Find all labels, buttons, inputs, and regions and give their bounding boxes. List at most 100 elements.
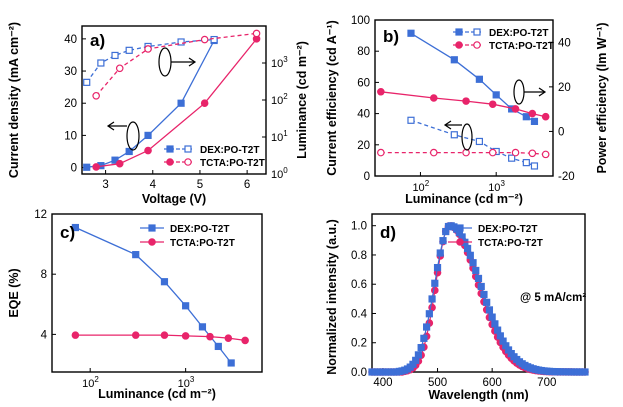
y-tick-label: 30 xyxy=(64,66,77,78)
series-a-3-point-2 xyxy=(144,45,152,53)
legend-label-1: TCTA:PO-T2T xyxy=(200,158,265,169)
x-tick-label: 500 xyxy=(428,377,447,389)
series-d-0-point xyxy=(463,244,472,253)
y-axis-title: EQE (%) xyxy=(7,268,21,317)
tick-base: 10 xyxy=(82,378,94,390)
x-tick-label: 5 xyxy=(197,179,203,191)
legend-label-0: DEX:PO-T2T xyxy=(200,145,259,156)
annotation-ellipse xyxy=(461,123,473,151)
series-b-2-line xyxy=(380,91,546,118)
series-a-0-point-5 xyxy=(177,99,185,107)
series-a-0-point-4 xyxy=(144,131,152,139)
tick-exponent: 2 xyxy=(94,375,99,384)
series-d-0-point xyxy=(480,290,488,299)
y-tick-label: 0.4 xyxy=(351,308,368,320)
panel-label: c) xyxy=(60,223,75,242)
left-axis-arrow xyxy=(106,121,127,131)
x-tick-label: 400 xyxy=(373,377,392,389)
x-tick-label: 700 xyxy=(537,377,556,389)
series-b-1-point-4 xyxy=(508,154,516,162)
series-a-3-point-1 xyxy=(115,64,124,73)
tick-base: 10 xyxy=(271,95,283,107)
x-axis-title: Wavelength (nm) xyxy=(428,388,528,402)
series-b-0-point-3 xyxy=(492,91,500,99)
series-d-0-point xyxy=(431,279,439,287)
series-b-2-point-2 xyxy=(462,97,470,105)
x-tick-label: 102 xyxy=(412,179,429,194)
plot-frame xyxy=(51,213,263,373)
legend-marker-open-0 xyxy=(473,28,481,36)
series-c-1-point-2 xyxy=(160,331,169,339)
series-d-0-point xyxy=(469,259,477,267)
series-b-1-point-1 xyxy=(450,131,458,139)
series-d-0-point xyxy=(581,368,589,376)
series-a-0-point-3 xyxy=(125,147,133,156)
annotation-ellipse xyxy=(126,121,140,151)
legend-marker-filled-1 xyxy=(166,158,174,166)
tick-exponent: 1 xyxy=(283,129,288,138)
y2-tick-label: 100 xyxy=(271,166,288,181)
panel-d: 400 500 600 700 0.0 0.2 0.4 0.6 0.8 1.0 DEX:PO-T2T… xyxy=(325,213,589,402)
legend-marker-filled-1 xyxy=(455,41,463,49)
series-a-1-point-3 xyxy=(125,46,133,54)
series-a-1-point-6 xyxy=(210,35,218,44)
series-d-0-point xyxy=(472,266,480,275)
series-d-0-point xyxy=(414,351,423,359)
series-c-1-line xyxy=(75,334,246,342)
series-a-1-point-2 xyxy=(111,51,119,60)
series-b-1-line xyxy=(410,119,535,167)
y-tick-label: 0.6 xyxy=(351,279,367,291)
y2-tick-label: 103 xyxy=(271,55,288,70)
annotation-ellipse xyxy=(158,47,172,77)
series-a-0-point-0 xyxy=(83,163,91,171)
series-d-0-point xyxy=(436,249,444,257)
x-tick-label: 4 xyxy=(150,179,157,191)
series-c-0-point-3 xyxy=(182,302,190,310)
series-b-2-point-6 xyxy=(541,112,550,121)
series-a-2-point-2 xyxy=(144,146,152,155)
right-axis-arrow xyxy=(171,57,197,67)
series-a-1-point-0 xyxy=(83,78,91,86)
y-tick-label: 40 xyxy=(357,109,370,121)
x-tick-label: 103 xyxy=(178,375,195,390)
series-d-0-point xyxy=(477,282,485,291)
y2-tick-label: 40 xyxy=(558,37,571,49)
x-tick-label: 103 xyxy=(488,179,505,194)
plot-frame xyxy=(374,19,554,177)
series-d-0-point xyxy=(483,298,491,306)
legend-marker-filled-0 xyxy=(166,145,174,153)
series-a-1-point-1 xyxy=(97,59,105,67)
y2-tick-label: 101 xyxy=(271,129,288,144)
series-b-2-point-3 xyxy=(488,100,497,109)
y2-tick-label: 0 xyxy=(558,126,564,138)
series-b-1-point-0 xyxy=(407,116,415,124)
legend-label-0: DEX:PO-T2T xyxy=(489,28,548,39)
tick-base: 10 xyxy=(271,132,283,144)
panel-c: 102 1034812DEX:PO-T2TTCTA:PO-T2Tc)Luminan… xyxy=(7,209,263,401)
y-tick-label: 4 xyxy=(41,329,48,341)
y-tick-label: 0 xyxy=(71,163,77,175)
tick-exponent: 0 xyxy=(283,166,288,175)
panel-a: 3 4 5 6010203040100101102103DEX:PO-T2TTCTA:… xyxy=(7,22,309,206)
series-c-1-point-4 xyxy=(206,332,214,341)
tick-exponent: 3 xyxy=(283,55,288,64)
series-a-2-point-1 xyxy=(115,159,124,168)
series-d-0-point xyxy=(485,306,494,314)
y-tick-label: 0 xyxy=(364,171,370,183)
legend-marker-open-1 xyxy=(473,41,481,49)
series-c-0-point-6 xyxy=(227,359,235,367)
series-b-1-point-6 xyxy=(530,162,539,170)
legend-marker-0 xyxy=(148,224,156,232)
series-b-2-point-5 xyxy=(528,109,537,118)
series-a-3-point-0 xyxy=(92,91,100,100)
legend-label-1: TCTA:PO-T2T xyxy=(478,238,543,249)
tick-base: 10 xyxy=(412,182,424,194)
y-tick-label: 0.2 xyxy=(351,338,367,350)
series-a-0-point-2 xyxy=(111,156,119,164)
legend-label-0: DEX:PO-T2T xyxy=(478,224,537,235)
legend-marker-open-1 xyxy=(184,158,192,166)
y2-tick-label: 20 xyxy=(558,82,571,94)
plot-frame xyxy=(371,213,586,373)
series-b-3-point-0 xyxy=(377,148,385,157)
